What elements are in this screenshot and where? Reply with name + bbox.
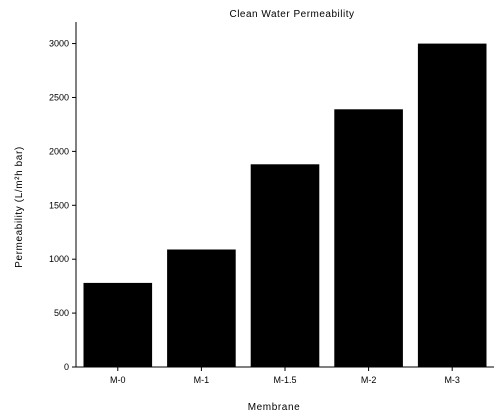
y-tick-label: 500 [54,308,69,318]
y-tick-label: 2000 [49,146,69,156]
x-tick-label: M-3 [444,375,460,385]
x-axis-label: Membrane [248,402,301,413]
x-tick-label: M-2 [361,375,377,385]
y-tick-label: 1000 [49,254,69,264]
x-tick-label: M-0 [110,375,126,385]
x-ticks-group: M-0 M-1 M-1.5 M-2 M-3 [110,367,460,385]
y-ticks-group: 0 500 1000 1500 2000 2500 3000 [49,39,76,372]
x-tick-label: M-1.5 [273,375,296,385]
bars-group [83,43,487,368]
bar-m-1 [167,249,236,367]
bar-m-0 [83,282,153,367]
bar-m-2 [334,109,403,368]
chart-title: Clean Water Permeability [229,9,354,20]
y-tick-label: 0 [64,362,69,372]
y-tick-label: 2500 [49,92,69,102]
x-tick-label: M-1 [194,375,210,385]
bar-m-1-5 [250,164,320,367]
y-tick-label: 1500 [49,200,69,210]
y-tick-label: 3000 [49,39,69,49]
bar-m-3 [417,43,487,367]
y-axis-label: Permeability (L/m²h bar) [14,146,25,268]
